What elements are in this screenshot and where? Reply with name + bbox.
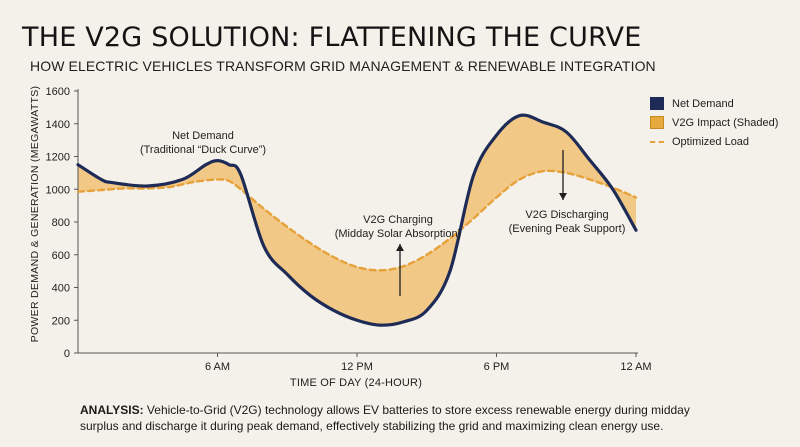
legend-item-v2g-impact: V2G Impact (Shaded): [650, 113, 778, 132]
legend-label: V2G Impact (Shaded): [672, 116, 779, 129]
x-tick-label: 6 PM: [484, 361, 510, 373]
legend-item-net-demand: Net Demand: [650, 94, 778, 113]
annotation-v2g-charging-line2: (Midday Solar Absorption): [335, 228, 462, 240]
charging-arrow-head: [396, 244, 404, 251]
legend-item-optimized-load: Optimized Load: [650, 132, 778, 151]
annotation-v2g-charging-line1: V2G Charging: [363, 214, 433, 226]
analysis-text: Vehicle-to-Grid (V2G) technology allows …: [80, 403, 690, 433]
y-tick-label: 800: [52, 217, 70, 229]
x-tick-label: 12 AM: [620, 361, 651, 373]
annotation-net-demand-line2: (Traditional “Duck Curve”): [140, 144, 266, 156]
y-tick-label: 600: [52, 250, 70, 262]
v2g-shaded-area: [78, 115, 636, 326]
chart-axes: 0 200 400 600 800 1000 1200 1400 1600 6 AM 12 PM 6 …: [46, 86, 652, 373]
optimized-load-line: [76, 169, 638, 272]
y-tick-label: 1400: [46, 119, 70, 131]
chart-legend: Net Demand V2G Impact (Shaded) Optimized…: [650, 94, 778, 151]
legend-label: Optimized Load: [672, 135, 750, 148]
discharging-arrow-head: [559, 193, 567, 200]
y-tick-label: 200: [52, 315, 70, 327]
y-tick-label: 400: [52, 283, 70, 295]
y-tick-label: 1000: [46, 184, 70, 196]
y-tick-label: 1600: [46, 86, 70, 98]
analysis-label: ANALYSIS:: [80, 403, 144, 417]
net-demand-line: [76, 113, 638, 327]
chart-subtitle: HOW ELECTRIC VEHICLES TRANSFORM GRID MAN…: [30, 58, 656, 74]
legend-swatch-optimized-load: [650, 141, 664, 143]
analysis-note: ANALYSIS: Vehicle-to-Grid (V2G) technolo…: [80, 402, 720, 434]
annotation-net-demand-line1: Net Demand: [172, 130, 234, 142]
chart-title: THE V2G SOLUTION: FLATTENING THE CURVE: [22, 22, 642, 53]
v2g-impact-fill: [78, 115, 636, 326]
x-tick-label: 6 AM: [205, 361, 230, 373]
legend-swatch-net-demand: [650, 97, 664, 110]
legend-swatch-v2g-impact: [650, 116, 664, 129]
y-tick-label: 0: [64, 348, 70, 360]
x-axis-label: TIME OF DAY (24-HOUR): [290, 377, 422, 389]
legend-label: Net Demand: [672, 97, 734, 110]
y-tick-label: 1200: [46, 152, 70, 164]
x-tick-label: 12 PM: [341, 361, 373, 373]
annotation-v2g-discharging-line2: (Evening Peak Support): [509, 223, 626, 235]
chart-series: [76, 113, 638, 327]
y-axis-label: POWER DEMAND & GENERATION (MEGAWATTS): [29, 86, 41, 343]
annotation-v2g-discharging-line1: V2G Discharging: [525, 209, 608, 221]
chart-annotations: Net Demand (Traditional “Duck Curve”) V2G …: [140, 130, 625, 296]
